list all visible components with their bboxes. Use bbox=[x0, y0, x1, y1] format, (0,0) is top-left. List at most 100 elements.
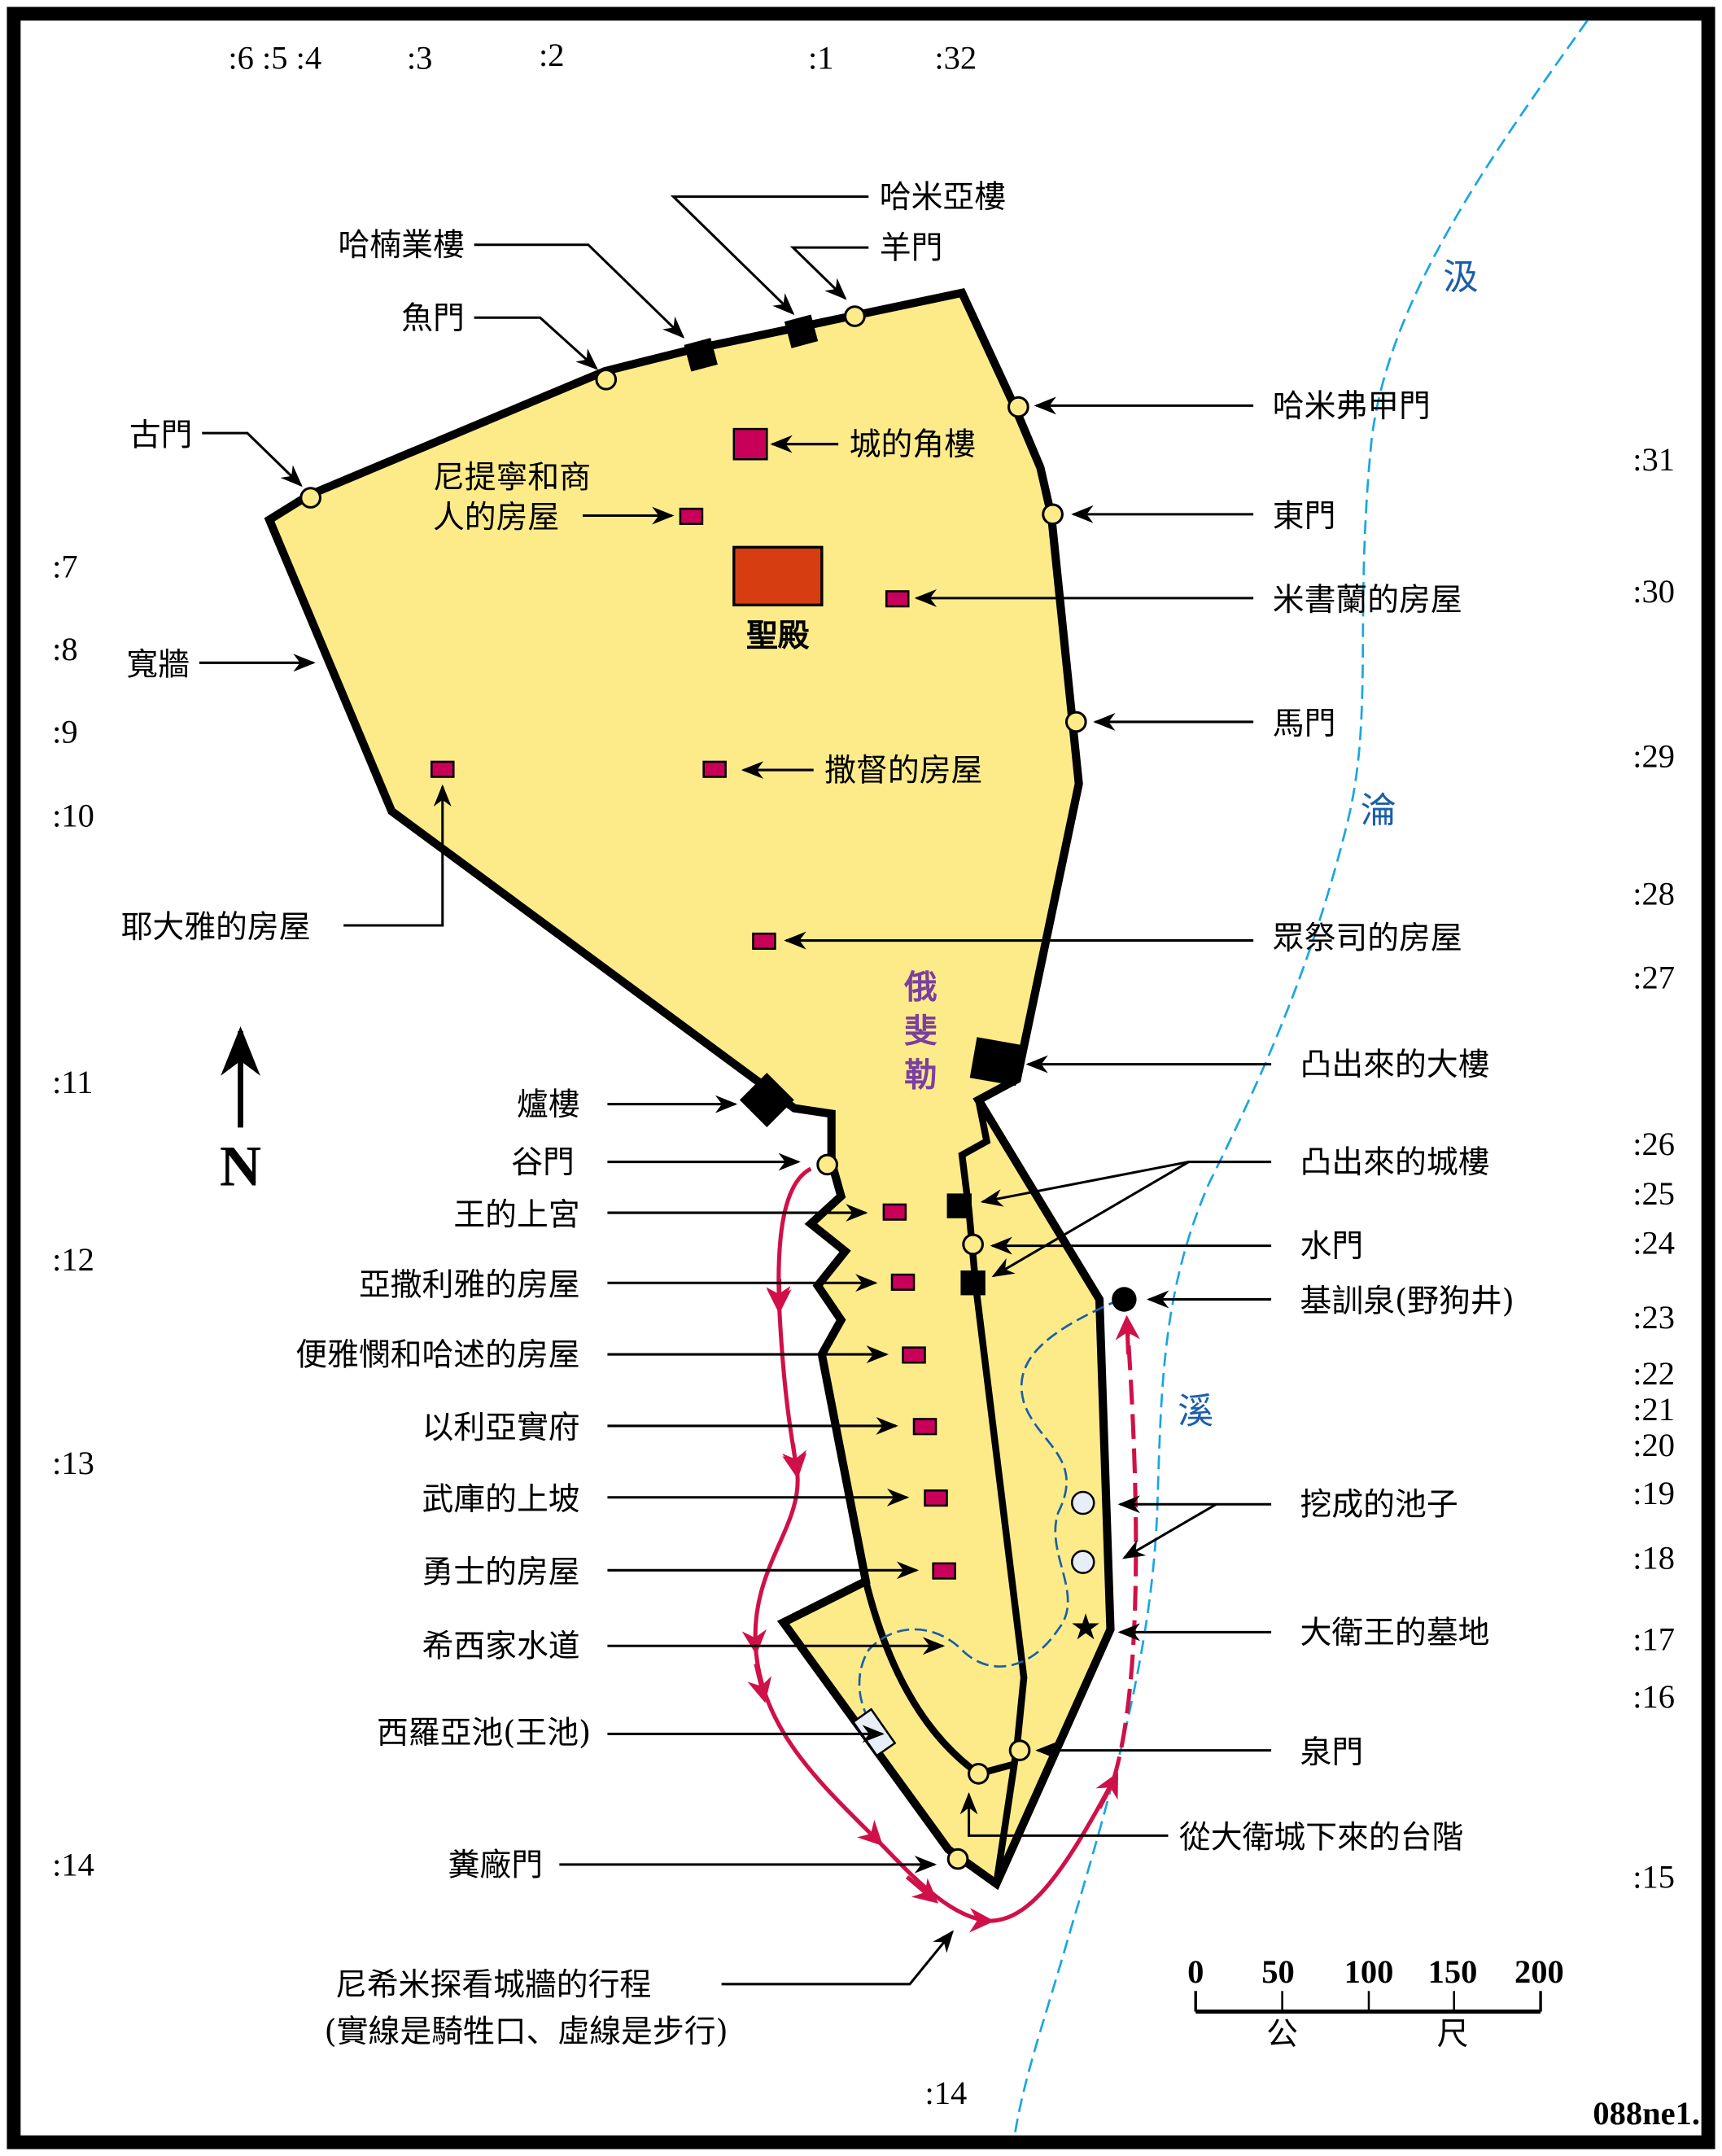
verse-ref: :3 bbox=[407, 39, 433, 76]
route-arrow-4 bbox=[905, 1875, 938, 1904]
verse-ref: :16 bbox=[1632, 1678, 1675, 1715]
temple-label: 聖殿 bbox=[746, 618, 810, 654]
verse-ref: :20 bbox=[1632, 1427, 1675, 1463]
gate-horse bbox=[1064, 711, 1087, 733]
house-eliashib bbox=[912, 1418, 937, 1436]
label-pools: 挖成的池子 bbox=[1300, 1487, 1458, 1524]
house-mighty-men bbox=[932, 1562, 956, 1580]
gihon-spring bbox=[1112, 1287, 1137, 1312]
house-upper-palace bbox=[882, 1203, 907, 1221]
gate-fish bbox=[595, 368, 618, 391]
gate-muster bbox=[1007, 396, 1029, 418]
house-azariah bbox=[890, 1273, 916, 1291]
kidron-valley-line bbox=[1012, 20, 1589, 2139]
verse-ref: :17 bbox=[1632, 1620, 1675, 1657]
verse-ref: :7 bbox=[52, 549, 78, 585]
verse-ref: :25 bbox=[1632, 1175, 1675, 1212]
verse-ref: :24 bbox=[1632, 1225, 1675, 1262]
kidron-char-3: 溪 bbox=[1178, 1391, 1213, 1432]
label-hezekiah-tunnel: 希西家水道 bbox=[422, 1629, 580, 1665]
kidron-char-1: 汲 bbox=[1443, 256, 1479, 298]
label-fountain-gate: 泉門 bbox=[1300, 1734, 1364, 1771]
verse-ref: :10 bbox=[52, 797, 94, 833]
verse-ref: :32 bbox=[934, 39, 977, 76]
verse-ref: :2 bbox=[539, 37, 565, 73]
map-code: 088ne1. bbox=[1593, 2095, 1700, 2132]
tower-great bbox=[969, 1037, 1024, 1087]
verse-ref: :11 bbox=[52, 1064, 93, 1100]
label-merchants-1: 尼提寧和商 bbox=[433, 460, 591, 496]
gate-water bbox=[962, 1233, 984, 1256]
gate-old bbox=[299, 487, 321, 509]
label-siloam: 西羅亞池(王池) bbox=[377, 1715, 591, 1751]
label-projecting-towers: 凸出來的城樓 bbox=[1300, 1144, 1490, 1181]
leader-lines bbox=[199, 195, 1272, 1986]
verse-ref: :19 bbox=[1632, 1475, 1675, 1511]
label-zadok: 撒督的房屋 bbox=[824, 753, 982, 789]
label-route-1: 尼希米探看城牆的行程 bbox=[335, 1966, 651, 2003]
label-hananel: 哈楠業樓 bbox=[338, 227, 464, 264]
route-ride bbox=[741, 1166, 1116, 1933]
house-meshullam bbox=[885, 590, 910, 608]
scale-tick: 100 bbox=[1344, 1953, 1394, 1990]
label-route-2: (實線是騎牲口、虛線是步行) bbox=[325, 2014, 728, 2050]
temple bbox=[732, 545, 824, 607]
route-arrow-5 bbox=[1095, 1772, 1119, 1809]
gate-steps bbox=[968, 1762, 990, 1785]
verse-ref: :28 bbox=[1632, 876, 1675, 912]
pool-1 bbox=[1070, 1490, 1095, 1515]
label-benjamin-hasshub: 便雅憫和哈述的房屋 bbox=[295, 1337, 579, 1374]
verse-ref: :1 bbox=[808, 39, 834, 76]
label-priests: 眾祭司的房屋 bbox=[1273, 921, 1462, 957]
scale-bar: 0 50 100 150 200 公 尺 bbox=[1187, 1953, 1564, 2053]
house-priests bbox=[752, 932, 776, 950]
verse-ref: :14 bbox=[925, 2075, 968, 2111]
route-walk bbox=[1111, 1319, 1139, 1782]
verse-ref: :26 bbox=[1632, 1126, 1675, 1162]
ophel-char-3: 勒 bbox=[904, 1056, 937, 1095]
verse-ref: :15 bbox=[1632, 1859, 1675, 1896]
label-gihon: 基訓泉(野狗井) bbox=[1300, 1284, 1514, 1320]
verse-ref: :8 bbox=[52, 631, 78, 667]
gate-valley bbox=[816, 1153, 838, 1176]
gate-fountain bbox=[1008, 1739, 1031, 1761]
label-azariah: 亞撒利雅的房屋 bbox=[359, 1266, 580, 1303]
scale-tick: 150 bbox=[1428, 1953, 1478, 1990]
verse-refs: :6 :5 :4 :3 :2 :1 :32 :31 :30 :29 :28 :2… bbox=[52, 37, 1675, 2111]
house-zadok bbox=[702, 760, 727, 778]
gate-east bbox=[1042, 503, 1064, 526]
gate-sheep bbox=[844, 305, 866, 327]
label-david-tombs: 大衛王的墓地 bbox=[1300, 1615, 1490, 1651]
north-label: N bbox=[220, 1135, 261, 1198]
label-horse-gate: 馬門 bbox=[1273, 706, 1336, 742]
verse-ref: :6 :5 :4 bbox=[228, 39, 321, 76]
label-great-tower: 凸出來的大樓 bbox=[1300, 1047, 1490, 1083]
label-steps: 從大衛城下來的台階 bbox=[1179, 1820, 1463, 1856]
verse-ref: :18 bbox=[1632, 1540, 1675, 1577]
label-muster-gate: 哈米弗甲門 bbox=[1273, 388, 1431, 425]
tower-hananel bbox=[684, 338, 718, 372]
house-merchants bbox=[679, 507, 704, 525]
verse-ref: :29 bbox=[1632, 738, 1675, 775]
kidron-char-2: 淪 bbox=[1361, 789, 1396, 831]
label-ovens: 爐樓 bbox=[517, 1087, 580, 1123]
verse-ref: :14 bbox=[52, 1846, 94, 1883]
label-water-gate: 水門 bbox=[1300, 1228, 1364, 1265]
tower-hammeah bbox=[784, 314, 819, 348]
ophel-char-2: 斐 bbox=[904, 1012, 937, 1051]
house-armory bbox=[924, 1489, 948, 1507]
label-upper-palace: 王的上宮 bbox=[453, 1196, 579, 1233]
route-arrow-3 bbox=[747, 1663, 772, 1703]
pool-2 bbox=[1070, 1550, 1095, 1574]
route-arrow-6 bbox=[1115, 1314, 1140, 1355]
verse-ref: :12 bbox=[52, 1241, 94, 1278]
verse-ref: :13 bbox=[52, 1445, 94, 1481]
house-benjamin-hasshub bbox=[902, 1346, 926, 1364]
corner-tower-marker bbox=[732, 427, 768, 461]
verse-ref: :9 bbox=[52, 713, 78, 750]
route-arrow-2 bbox=[782, 1443, 807, 1480]
star-icon: ★ bbox=[1069, 1607, 1101, 1648]
verse-ref: :27 bbox=[1632, 960, 1675, 996]
label-corner-tower: 城的角樓 bbox=[850, 426, 976, 463]
